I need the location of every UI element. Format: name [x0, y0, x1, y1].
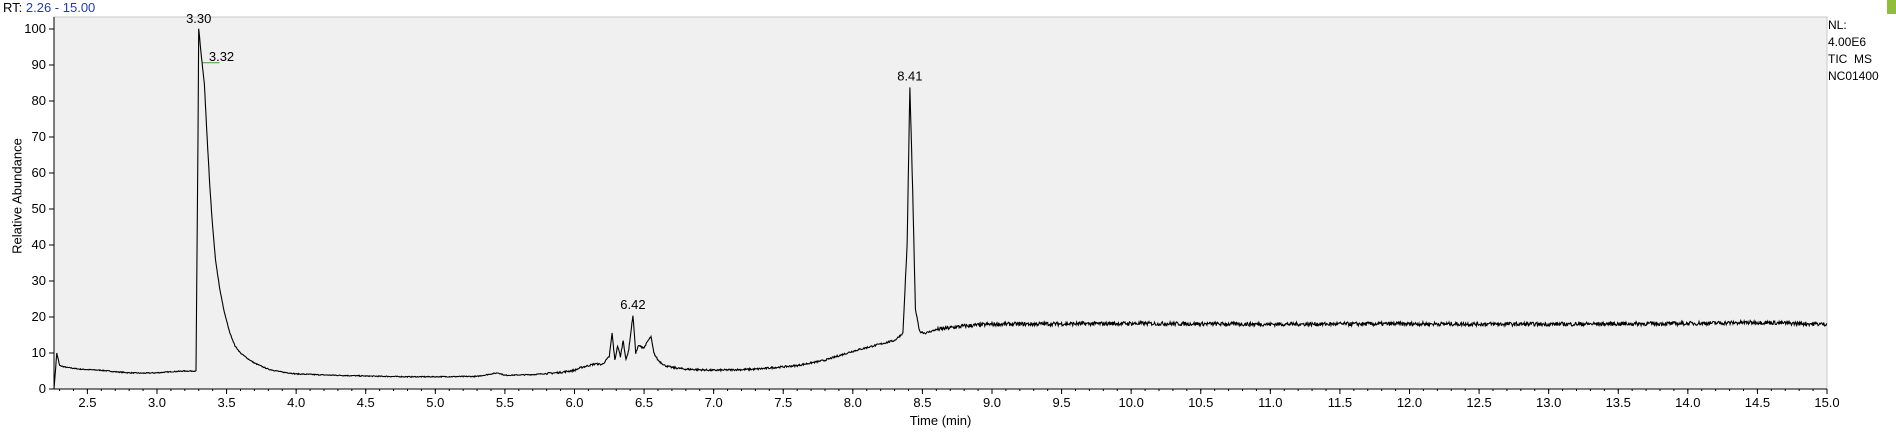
x-tick-label: 14.0 [1675, 395, 1700, 410]
y-tick-label: 70 [32, 129, 46, 144]
x-tick-label: 8.5 [913, 395, 931, 410]
nl-label: NL: [1828, 18, 1847, 32]
x-tick-label: 10.0 [1119, 395, 1144, 410]
retention-time-range: RT: 2.26 - 15.00 [3, 0, 95, 16]
y-tick-label: 30 [32, 273, 46, 288]
scan-type: TIC MS [1828, 52, 1872, 66]
nl-value: 4.00E6 [1828, 35, 1867, 49]
x-tick-label: 11.0 [1258, 395, 1282, 410]
plot-area [53, 16, 1828, 390]
x-tick-label: 11.5 [1328, 395, 1352, 410]
tic-trace [53, 28, 1828, 390]
x-axis-title: Time (min) [910, 413, 972, 428]
x-tick-label: 4.0 [287, 395, 305, 410]
y-tick-label: 60 [32, 165, 46, 180]
x-tick-label: 15.0 [1814, 395, 1839, 410]
y-tick-label: 40 [32, 237, 46, 252]
axes-group [53, 17, 1827, 390]
x-tick-label: 13.5 [1606, 395, 1631, 410]
x-tick-label: 10.5 [1188, 395, 1213, 410]
y-tick-label: 0 [39, 381, 46, 396]
x-tick-label: 6.0 [565, 395, 583, 410]
x-tick-label: 7.5 [774, 395, 792, 410]
x-tick-label: 3.5 [218, 395, 236, 410]
peak-label: 6.42 [620, 297, 645, 312]
sample-name: NC01400 [1828, 69, 1879, 83]
peak-labels-group: 3.30 3.32 6.42 8.41 [186, 11, 922, 312]
rt-prefix: RT: [3, 0, 23, 15]
y-tick-label: 80 [32, 93, 46, 108]
x-tick-label: 9.0 [983, 395, 1001, 410]
x-tick-label: 4.5 [357, 395, 375, 410]
ticks-group: 0 10 20 30 40 50 60 70 80 90 100 2.5 3.0 3.5 4.0 4.5 5.0… [24, 21, 1839, 410]
x-tick-label: 14.5 [1745, 395, 1770, 410]
x-tick-label: 13.0 [1536, 395, 1561, 410]
x-tick-label: 7.0 [705, 395, 723, 410]
y-tick-label: 10 [32, 345, 46, 360]
y-tick-label: 100 [24, 21, 46, 36]
peak-label: 3.30 [186, 11, 211, 26]
y-tick-label: 90 [32, 57, 46, 72]
corner-marker-icon [1887, 0, 1896, 14]
x-tick-label: 12.0 [1397, 395, 1422, 410]
x-tick-label: 9.5 [1053, 395, 1071, 410]
y-tick-label: 20 [32, 309, 46, 324]
x-tick-label: 5.5 [496, 395, 514, 410]
x-tick-label: 6.5 [635, 395, 653, 410]
x-tick-label: 5.0 [426, 395, 444, 410]
x-tick-label: 8.0 [844, 395, 862, 410]
x-tick-label: 3.0 [148, 395, 166, 410]
peak-label: 3.32 [209, 49, 234, 64]
x-tick-label: 2.5 [78, 395, 96, 410]
rt-range-value: 2.26 - 15.00 [25, 0, 96, 15]
spectrum-info-panel: NL: 4.00E6 TIC MS NC01400 [1828, 17, 1879, 85]
peak-label: 8.41 [897, 69, 922, 84]
x-tick-label: 12.5 [1466, 395, 1491, 410]
y-tick-label: 50 [32, 201, 46, 216]
